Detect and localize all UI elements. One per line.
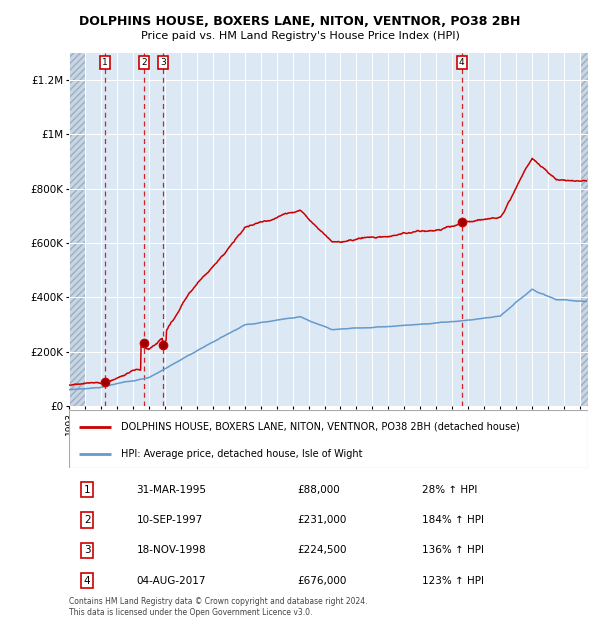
Text: 10-SEP-1997: 10-SEP-1997	[136, 515, 203, 525]
Text: 04-AUG-2017: 04-AUG-2017	[136, 576, 206, 586]
Text: 31-MAR-1995: 31-MAR-1995	[136, 485, 206, 495]
Text: HPI: Average price, detached house, Isle of Wight: HPI: Average price, detached house, Isle…	[121, 449, 362, 459]
Text: 184% ↑ HPI: 184% ↑ HPI	[422, 515, 484, 525]
Bar	[580, 53, 590, 406]
Text: £88,000: £88,000	[298, 485, 340, 495]
Text: 123% ↑ HPI: 123% ↑ HPI	[422, 576, 484, 586]
Text: 4: 4	[459, 58, 464, 67]
Text: 2: 2	[84, 515, 91, 525]
Text: 3: 3	[160, 58, 166, 67]
Text: £231,000: £231,000	[298, 515, 347, 525]
Text: Price paid vs. HM Land Registry's House Price Index (HPI): Price paid vs. HM Land Registry's House …	[140, 31, 460, 41]
Text: £224,500: £224,500	[298, 546, 347, 556]
Text: 1: 1	[102, 58, 108, 67]
Text: DOLPHINS HOUSE, BOXERS LANE, NITON, VENTNOR, PO38 2BH (detached house): DOLPHINS HOUSE, BOXERS LANE, NITON, VENT…	[121, 422, 520, 432]
Text: Contains HM Land Registry data © Crown copyright and database right 2024.
This d: Contains HM Land Registry data © Crown c…	[69, 598, 367, 617]
Bar	[69, 53, 85, 406]
Text: 2: 2	[141, 58, 147, 67]
Text: 18-NOV-1998: 18-NOV-1998	[136, 546, 206, 556]
Text: DOLPHINS HOUSE, BOXERS LANE, NITON, VENTNOR, PO38 2BH: DOLPHINS HOUSE, BOXERS LANE, NITON, VENT…	[79, 16, 521, 28]
Text: 136% ↑ HPI: 136% ↑ HPI	[422, 546, 484, 556]
Text: 3: 3	[84, 546, 91, 556]
Text: 4: 4	[84, 576, 91, 586]
Text: 28% ↑ HPI: 28% ↑ HPI	[422, 485, 477, 495]
Text: £676,000: £676,000	[298, 576, 347, 586]
Text: 1: 1	[84, 485, 91, 495]
